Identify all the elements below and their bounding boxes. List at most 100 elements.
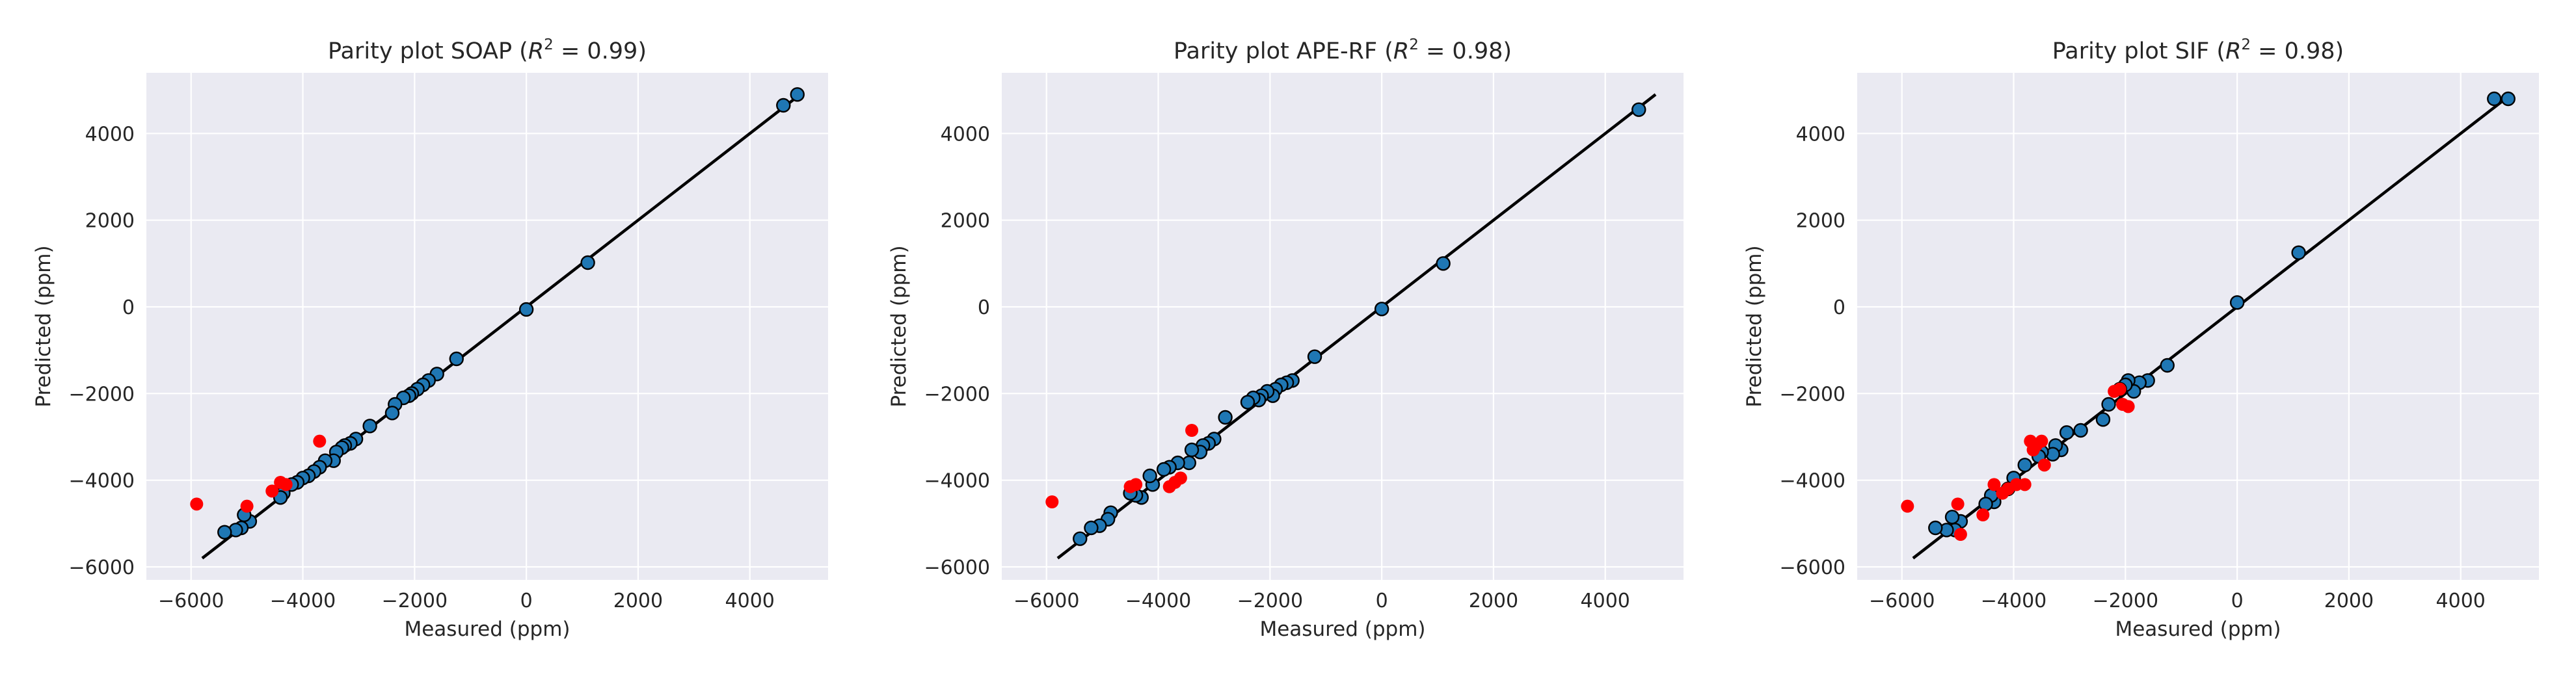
x-tick-label: 2000 xyxy=(1469,590,1518,612)
data-point-blue xyxy=(362,419,377,434)
plot-background xyxy=(146,73,828,580)
x-tick-label: −6000 xyxy=(1013,590,1079,612)
data-point-red xyxy=(2018,478,2032,491)
data-point-blue xyxy=(2101,397,2116,412)
y-tick-label: −4000 xyxy=(1780,470,1845,493)
x-tick-label: −6000 xyxy=(1869,590,1935,612)
data-point-blue xyxy=(449,351,464,367)
x-tick-label: −4000 xyxy=(1981,590,2046,612)
y-tick-label: 2000 xyxy=(941,210,990,233)
plot-background xyxy=(1002,73,1684,580)
data-point-red xyxy=(1901,499,1914,513)
data-point-blue xyxy=(1631,102,1646,117)
chart-title: Parity plot SIF (R2 = 0.98) xyxy=(2052,36,2344,64)
x-tick-label: −2000 xyxy=(2093,590,2158,612)
data-point-blue xyxy=(2291,245,2306,260)
data-point-blue xyxy=(2229,295,2245,310)
data-point-red xyxy=(190,497,204,511)
parity-plot-panel-3: −6000 −4000 −2000 0 2000 4000 −6000 −4000 −2000 0… xyxy=(1743,36,2539,641)
x-tick-label: −4000 xyxy=(270,590,336,612)
parity-plot-panel-2: −6000 −4000 −2000 0 2000 4000 −6000 −4000 −2000 0… xyxy=(887,36,1684,641)
data-point-blue xyxy=(2160,358,2175,373)
x-tick-label: 4000 xyxy=(2436,590,2486,612)
data-point-blue xyxy=(2073,423,2088,438)
y-tick-label: 4000 xyxy=(941,123,990,146)
data-point-blue xyxy=(1084,520,1099,536)
data-point-blue xyxy=(2017,458,2032,473)
data-point-blue xyxy=(1218,410,1233,425)
y-tick-label: 0 xyxy=(122,296,135,319)
data-point-blue xyxy=(217,525,232,540)
y-tick-label: 4000 xyxy=(85,123,135,146)
x-tick-label: 0 xyxy=(2231,590,2244,612)
data-point-red xyxy=(313,434,327,448)
y-tick-label: −4000 xyxy=(69,470,135,493)
x-tick-label: −2000 xyxy=(382,590,448,612)
data-point-red xyxy=(279,478,293,491)
x-tick-label: 0 xyxy=(520,590,533,612)
y-tick-label: −2000 xyxy=(1780,383,1845,406)
data-point-blue xyxy=(1142,468,1157,484)
data-point-red xyxy=(1987,478,2001,491)
data-point-red xyxy=(1953,528,1967,541)
data-point-blue xyxy=(1073,531,1088,546)
y-tick-label: −2000 xyxy=(924,383,990,406)
x-axis-label: Measured (ppm) xyxy=(1259,618,1425,641)
data-point-blue xyxy=(1184,442,1200,458)
data-point-blue xyxy=(1374,302,1389,317)
data-point-blue xyxy=(1307,349,1322,364)
data-point-blue xyxy=(580,255,595,270)
data-point-blue xyxy=(790,87,805,102)
data-point-blue xyxy=(1156,462,1172,477)
chart-title: Parity plot APE-RF (R2 = 0.98) xyxy=(1174,36,1512,64)
data-point-red xyxy=(2113,382,2127,396)
x-tick-label: 2000 xyxy=(2324,590,2374,612)
chart-title: Parity plot SOAP (R2 = 0.99) xyxy=(328,36,647,64)
y-axis-label: Predicted (ppm) xyxy=(887,245,911,407)
x-axis-label: Measured (ppm) xyxy=(404,618,570,641)
data-point-blue xyxy=(2487,91,2502,107)
x-tick-label: −2000 xyxy=(1237,590,1303,612)
y-axis-label: Predicted (ppm) xyxy=(32,245,55,407)
data-point-blue xyxy=(776,98,791,113)
x-tick-label: 4000 xyxy=(725,590,775,612)
x-tick-label: 0 xyxy=(1376,590,1388,612)
data-point-blue xyxy=(1928,520,1943,536)
data-point-blue xyxy=(384,406,400,421)
data-point-red xyxy=(1976,508,1990,521)
data-point-blue xyxy=(2095,412,2111,427)
data-point-blue xyxy=(518,302,534,317)
y-tick-label: −6000 xyxy=(1780,556,1845,579)
y-tick-label: −6000 xyxy=(69,556,135,579)
data-point-blue xyxy=(1978,497,1993,512)
data-point-red xyxy=(1129,478,1143,491)
data-point-red xyxy=(1951,497,1965,511)
plot-background xyxy=(1857,73,2539,580)
data-point-blue xyxy=(2501,91,2516,107)
data-point-red xyxy=(2035,434,2048,448)
data-point-red xyxy=(2037,458,2051,472)
parity-plot-panel-1: −6000 −4000 −2000 0 2000 4000 −6000 −4000 −2000 0… xyxy=(32,36,828,641)
data-point-blue xyxy=(2059,425,2074,440)
data-point-red xyxy=(265,484,279,498)
y-tick-label: 0 xyxy=(978,296,990,319)
data-point-blue xyxy=(1944,510,1960,525)
data-point-blue xyxy=(1240,395,1255,410)
data-point-red xyxy=(2121,400,2135,413)
y-tick-label: 4000 xyxy=(1796,123,1845,146)
data-point-red xyxy=(240,499,254,513)
x-tick-label: 4000 xyxy=(1581,590,1630,612)
y-tick-label: 2000 xyxy=(85,210,135,233)
y-axis-label: Predicted (ppm) xyxy=(1743,245,1766,407)
data-point-red xyxy=(1045,495,1059,508)
data-point-red xyxy=(1174,471,1187,485)
y-tick-label: −2000 xyxy=(69,383,135,406)
x-tick-label: −4000 xyxy=(1125,590,1191,612)
x-tick-label: −6000 xyxy=(158,590,224,612)
y-tick-label: 0 xyxy=(1833,296,1845,319)
data-point-blue xyxy=(1436,256,1451,271)
y-tick-label: 2000 xyxy=(1796,210,1845,233)
x-axis-label: Measured (ppm) xyxy=(2115,618,2281,641)
data-point-red xyxy=(1185,424,1199,437)
